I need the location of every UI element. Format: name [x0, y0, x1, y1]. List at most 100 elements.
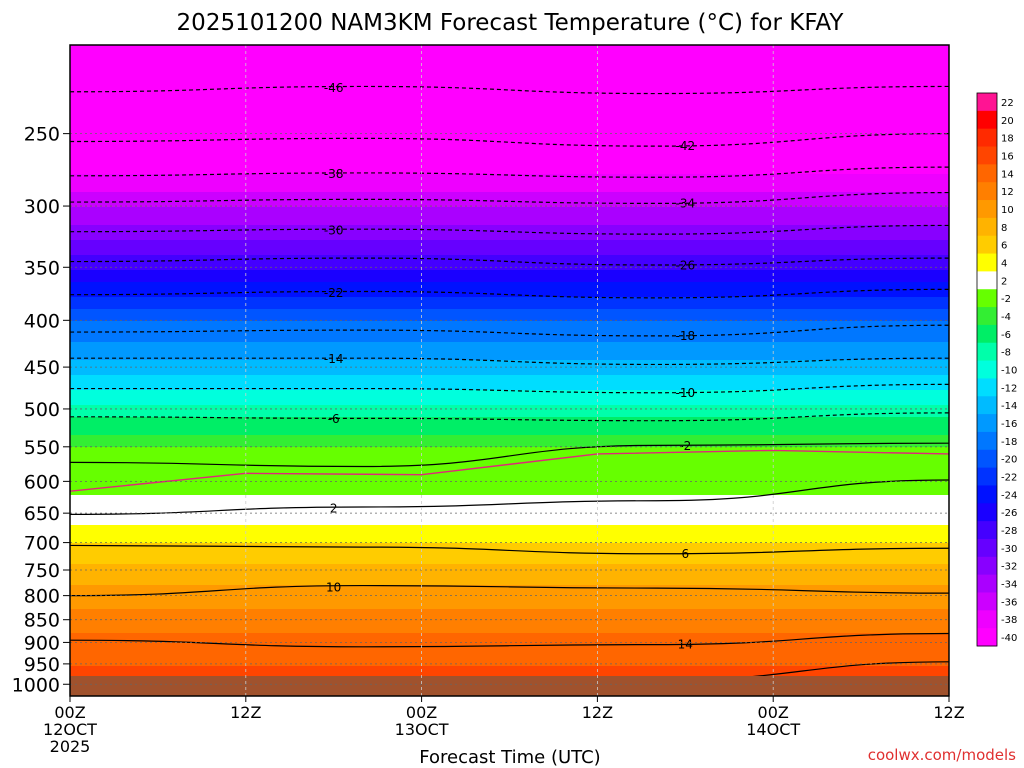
temperature-band [70, 153, 949, 157]
temperature-band [70, 471, 949, 475]
temperature-band [70, 291, 949, 295]
colorbar-swatch [977, 128, 997, 148]
temperature-band [70, 273, 949, 277]
temperature-band [70, 579, 949, 583]
temperature-band [70, 453, 949, 457]
temperature-band [70, 390, 949, 394]
temperature-band [70, 519, 949, 523]
pressure-tick-label: 550 [24, 437, 60, 459]
temperature-band [70, 576, 949, 580]
temperature-band [70, 441, 949, 445]
temperature-band [70, 267, 949, 271]
pressure-tick-label: 600 [24, 471, 60, 493]
temperature-band [70, 102, 949, 106]
temperature-band [70, 456, 949, 460]
temperature-band [70, 63, 949, 67]
isotherm-line [70, 479, 949, 515]
temperature-band [70, 123, 949, 127]
colorbar-swatch [977, 414, 997, 433]
temperature-band [70, 474, 949, 478]
colorbar-swatch [977, 110, 997, 130]
colorbar-swatch [977, 271, 997, 290]
temperature-band [70, 147, 949, 151]
temperature-band [70, 567, 949, 571]
pressure-tick-label: 850 [24, 610, 60, 632]
temperature-band [70, 543, 949, 547]
temperature-band [70, 189, 949, 193]
time-tick-label: 13OCT [395, 720, 449, 739]
temperature-band [70, 582, 949, 586]
temperature-band [70, 171, 949, 175]
temperature-band [70, 357, 949, 361]
pressure-tick-label: 950 [24, 654, 60, 676]
temperature-band [70, 318, 949, 322]
temperature-band [70, 192, 949, 196]
isotherm-label: -2 [679, 439, 691, 453]
colorbar-label: -2 [1001, 294, 1011, 305]
temperature-band [70, 306, 949, 310]
temperature-band [70, 330, 949, 334]
temperature-band [70, 231, 949, 235]
pressure-tick-label: 800 [24, 586, 60, 608]
temperature-band [70, 219, 949, 223]
colorbar-swatch [977, 200, 997, 219]
temperature-band [70, 384, 949, 388]
isotherm-label: -46 [324, 81, 344, 95]
colorbar-swatch [977, 378, 997, 397]
temperature-band [70, 213, 949, 217]
isotherm-line [70, 632, 949, 648]
temperature-band [70, 531, 949, 535]
pressure-tick-label: 1000 [12, 674, 60, 696]
colorbar-label: 6 [1001, 241, 1007, 252]
colorbar-label: 10 [1001, 205, 1014, 216]
temperature-band [70, 417, 949, 421]
temperature-band [70, 561, 949, 565]
temperature-band [70, 66, 949, 70]
temperature-band [70, 489, 949, 493]
colorbar-label: -14 [1001, 401, 1017, 412]
temperature-band [70, 135, 949, 139]
colorbar-swatch [977, 592, 997, 611]
temperature-band [70, 300, 949, 304]
temperature-band [70, 414, 949, 418]
temperature-band [70, 375, 949, 379]
isotherm-label: -26 [675, 258, 695, 272]
isotherm-line [70, 584, 949, 597]
temperature-band [70, 591, 949, 595]
temperature-band [70, 207, 949, 211]
pressure-tick-label: 700 [24, 533, 60, 555]
temperature-band [70, 216, 949, 220]
temperature-band [70, 282, 949, 286]
pressure-tick-label: 400 [24, 310, 60, 332]
temperature-band [70, 186, 949, 190]
isotherm-line [70, 442, 949, 468]
watermark: coolwx.com/models [868, 746, 1016, 764]
temperature-band [70, 660, 949, 664]
temperature-band [70, 57, 949, 61]
temperature-band [70, 324, 949, 328]
temperature-band [70, 507, 949, 511]
temperature-band [70, 405, 949, 409]
temperature-band [70, 609, 949, 613]
temperature-band [70, 54, 949, 58]
temperature-band [70, 243, 949, 247]
temperature-band [70, 615, 949, 619]
colorbar-swatch [977, 235, 997, 255]
temperature-band [70, 396, 949, 400]
colorbar-label: -38 [1001, 615, 1017, 626]
colorbar-label: 4 [1001, 258, 1007, 269]
temperature-band [70, 228, 949, 232]
isotherm-line [70, 544, 949, 555]
temperature-band [70, 240, 949, 244]
colorbar-label: -24 [1001, 490, 1017, 501]
temperature-band [70, 624, 949, 628]
colorbar-swatch [977, 556, 997, 576]
temperature-band [70, 369, 949, 373]
colorbar-label: -32 [1001, 562, 1017, 573]
temperature-band [70, 468, 949, 472]
temperature-band [70, 252, 949, 256]
temperature-band [70, 333, 949, 337]
temperature-band [70, 648, 949, 652]
temperature-band [70, 309, 949, 313]
temperature-band [70, 477, 949, 481]
